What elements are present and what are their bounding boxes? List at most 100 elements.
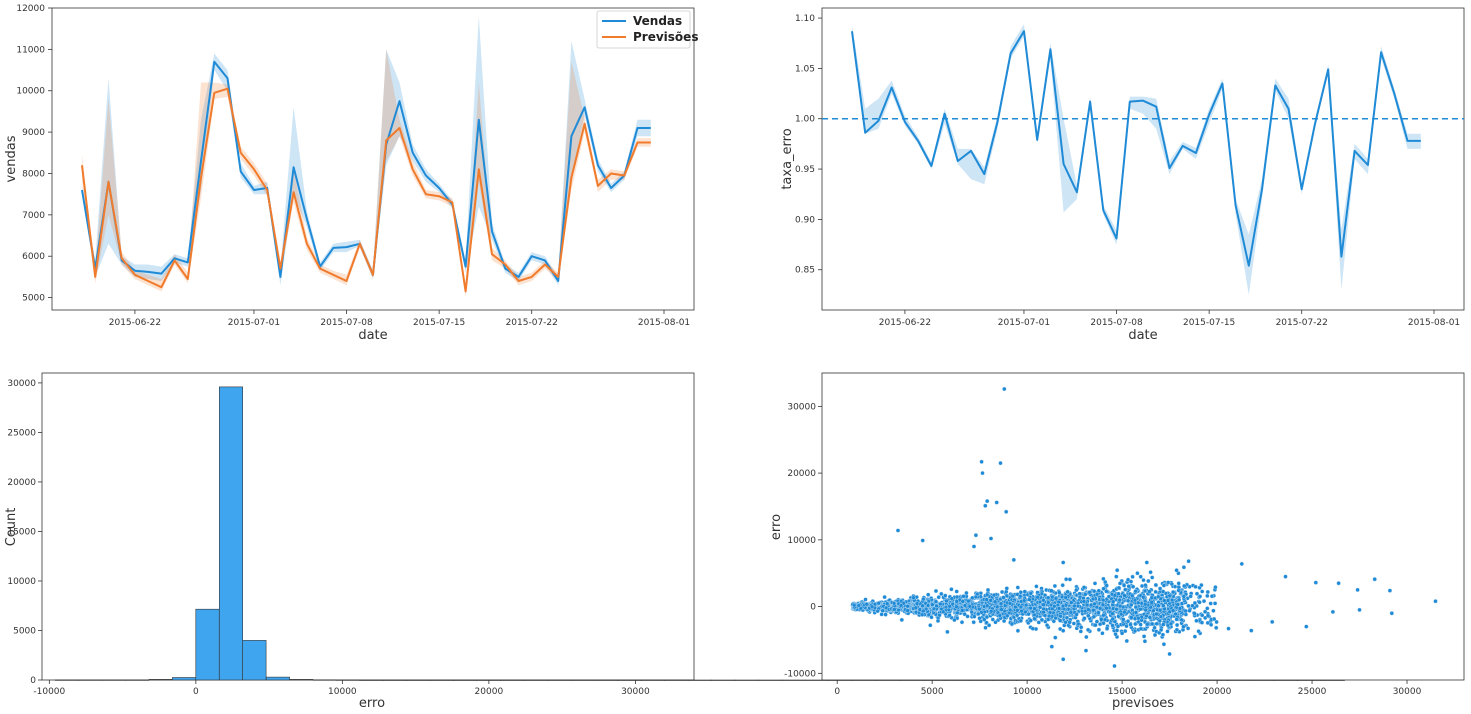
scatter-cloud-point — [1121, 617, 1126, 622]
scatter-point — [1167, 651, 1172, 657]
scatter-cloud-point — [1183, 608, 1188, 614]
scatter-cloud-point — [1067, 620, 1072, 625]
histogram-bar — [734, 679, 759, 681]
scatter-cloud-point — [1138, 626, 1144, 631]
scatter-point — [945, 629, 950, 635]
histogram-bar — [453, 679, 478, 681]
scatter-cloud-point — [929, 615, 934, 620]
scatter-point — [895, 528, 901, 533]
scatter-cloud-point — [1063, 620, 1068, 625]
scatter-point — [1002, 386, 1007, 392]
scatter-cloud-point — [1166, 580, 1171, 585]
y-tick-label: 10000 — [787, 536, 816, 546]
confidence-band-0 — [82, 16, 651, 286]
x-tick-label: 2015-07-08 — [1090, 318, 1143, 328]
scatter-cloud-point — [1156, 594, 1161, 599]
scatter-cloud-point — [1154, 621, 1159, 626]
scatter-cloud-point — [1154, 611, 1159, 617]
histogram-bar — [781, 679, 806, 681]
scatter-cloud-point — [1116, 591, 1121, 596]
scatter-cloud-point — [1160, 632, 1166, 637]
scatter-cloud-point — [1058, 614, 1063, 619]
scatter-cloud-point — [1056, 606, 1062, 611]
scatter-cloud-point — [1138, 607, 1143, 612]
scatter-point — [1030, 626, 1035, 631]
scatter-point — [1336, 581, 1341, 586]
scatter-cloud-point — [1022, 598, 1027, 603]
scatter-cloud-point — [1132, 597, 1138, 603]
y-tick-label: 15000 — [7, 527, 36, 537]
scatter-cloud-point — [1179, 617, 1184, 623]
histogram-bars — [54, 386, 1345, 681]
scatter-cloud-point — [1192, 611, 1197, 616]
scatter-cloud-point — [926, 592, 931, 597]
scatter-cloud-point — [1170, 608, 1176, 613]
confidence-bands — [82, 16, 651, 298]
scatter-cloud-point — [1188, 594, 1193, 599]
scatter-cloud-point — [1087, 590, 1092, 595]
scatter-cloud-point — [876, 601, 881, 606]
histogram-bar — [54, 679, 79, 681]
scatter-cloud-point — [977, 616, 982, 621]
scatter-cloud-point — [852, 603, 857, 608]
scatter-cloud-point — [1076, 621, 1081, 627]
scatter-cloud-point — [1192, 634, 1198, 639]
scatter-point — [1004, 509, 1009, 514]
scatter-cloud-point — [1058, 618, 1063, 623]
y-tick-label: 0.85 — [795, 266, 815, 276]
confidence-band-1 — [82, 49, 651, 298]
scatter-cloud-point — [985, 603, 990, 608]
scatter-cloud-point — [1041, 602, 1046, 607]
point-cloud — [850, 565, 1219, 647]
scatter-cloud-point — [1150, 575, 1155, 580]
scatter-point — [1061, 560, 1066, 565]
scatter-cloud-point — [1202, 609, 1208, 614]
scatter-cloud-point — [1119, 611, 1124, 617]
y-axis-label: vendas — [4, 135, 19, 182]
scatter-cloud-point — [921, 596, 926, 602]
scatter-cloud-point — [1143, 607, 1148, 613]
scatter-cloud-point — [1023, 609, 1028, 615]
scatter-cloud-point — [1136, 616, 1141, 621]
scatter-point — [899, 617, 904, 623]
histogram-bar — [359, 679, 384, 681]
scatter-cloud-point — [1115, 568, 1120, 573]
y-tick-label: 12000 — [16, 4, 45, 14]
scatter-cloud-point — [1176, 584, 1181, 590]
scatter-cloud-point — [1044, 623, 1050, 628]
scatter-cloud-point — [1110, 616, 1115, 622]
scatter-cloud-point — [1101, 586, 1106, 591]
plot-area — [821, 372, 1465, 681]
scatter-cloud-point — [1185, 626, 1191, 631]
scatter-cloud-point — [1052, 583, 1058, 589]
x-tick-label: 10000 — [328, 687, 357, 697]
scatter-cloud-point — [1161, 642, 1167, 647]
scatter-point — [928, 623, 933, 628]
scatter-cloud-point — [1169, 597, 1175, 603]
histogram-bar — [429, 679, 454, 681]
scatter-cloud-point — [1141, 577, 1146, 583]
scatter-cloud-point — [999, 589, 1005, 595]
scatter-cloud-point — [1114, 628, 1120, 633]
histogram-bar — [687, 679, 712, 681]
taxa-erro-line-chart: 0.850.900.951.001.051.10 2015-06-22 2015-… — [780, 7, 1465, 343]
scatter-cloud-point — [1092, 581, 1098, 586]
scatter-cloud-point — [1132, 628, 1138, 634]
scatter-cloud-point — [1008, 607, 1013, 613]
scatter-cloud-point — [1117, 581, 1123, 586]
scatter-cloud-point — [925, 603, 931, 608]
x-tick-label: 2015-07-08 — [320, 318, 373, 328]
scatter-cloud-point — [1041, 598, 1046, 603]
scatter-cloud-point — [1092, 589, 1097, 594]
histogram-bar — [640, 679, 665, 681]
x-tick-label: 10000 — [1013, 687, 1042, 697]
scatter-cloud-point — [1007, 601, 1013, 606]
scatter-cloud-point — [883, 605, 889, 611]
scatter-cloud-point — [1116, 585, 1122, 591]
scatter-cloud-point — [1091, 608, 1096, 613]
scatter-cloud-point — [973, 594, 979, 600]
scatter-cloud-point — [961, 594, 966, 599]
x-axis-label: previsoes — [1112, 696, 1174, 711]
scatter-cloud-point — [959, 620, 965, 625]
scatter-cloud-point — [1145, 622, 1150, 627]
